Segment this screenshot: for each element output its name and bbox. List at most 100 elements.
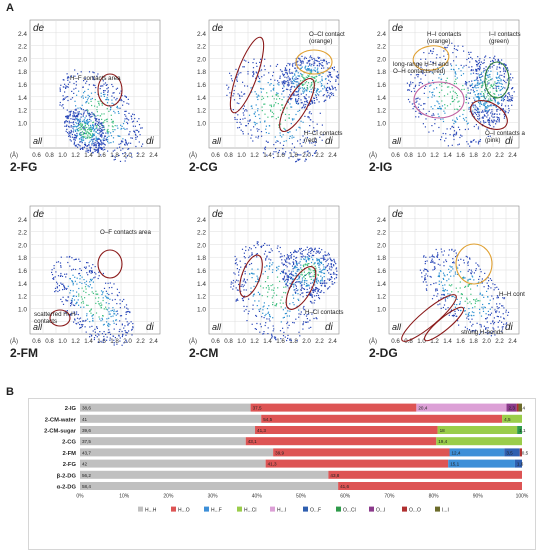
scatter-point bbox=[75, 258, 77, 260]
scatter-point bbox=[317, 274, 319, 276]
scatter-point bbox=[316, 129, 318, 132]
scatter-point bbox=[93, 79, 95, 81]
annotation-line: H–Cl contacts bbox=[305, 309, 344, 316]
scatter-point bbox=[450, 275, 452, 277]
scatter-point bbox=[77, 113, 79, 115]
scatter-point bbox=[478, 83, 480, 85]
scatter-point bbox=[108, 317, 110, 319]
x-tick-label: 1.2 bbox=[71, 152, 80, 159]
scatter-point bbox=[295, 76, 297, 78]
scatter-point bbox=[498, 59, 500, 61]
scatter-point bbox=[307, 272, 309, 275]
scatter-point bbox=[313, 251, 315, 253]
scatter-point bbox=[269, 251, 271, 253]
scatter-point bbox=[242, 299, 244, 301]
legend-label: O...I bbox=[376, 508, 385, 514]
scatter-point bbox=[59, 275, 62, 277]
scatter-point bbox=[256, 253, 258, 255]
scatter-point bbox=[114, 158, 116, 160]
scatter-point bbox=[306, 285, 308, 287]
scatter-point bbox=[424, 260, 426, 263]
y-tick-label: 2.0 bbox=[377, 242, 386, 249]
bar-segment bbox=[80, 482, 339, 490]
scatter-point bbox=[277, 116, 279, 118]
scatter-point bbox=[306, 285, 308, 287]
scatter-point bbox=[301, 253, 303, 255]
scatter-point bbox=[310, 65, 312, 67]
scatter-point bbox=[273, 328, 275, 330]
scatter-point bbox=[311, 256, 313, 258]
scatter-point bbox=[107, 297, 109, 299]
scatter-point bbox=[312, 87, 314, 89]
scatter-point bbox=[126, 128, 128, 130]
scatter-point bbox=[462, 277, 464, 279]
scatter-point bbox=[494, 113, 496, 115]
scatter-point bbox=[121, 100, 123, 102]
scatter-point bbox=[435, 248, 437, 251]
scatter-point bbox=[86, 126, 88, 129]
scatter-point bbox=[457, 259, 459, 261]
scatter-point bbox=[301, 287, 303, 289]
scatter-point bbox=[497, 85, 499, 87]
x-tick-label: 2.0 bbox=[123, 338, 132, 345]
scatter-point bbox=[431, 52, 433, 55]
scatter-point bbox=[283, 140, 285, 142]
scatter-point bbox=[481, 280, 483, 282]
scatter-point bbox=[272, 115, 274, 118]
x-tick-label: 2.0 bbox=[302, 338, 311, 345]
scatter-point bbox=[321, 278, 323, 280]
x-tick-label: 0.8 bbox=[45, 338, 54, 345]
scatter-point bbox=[319, 112, 321, 114]
scatter-point bbox=[313, 131, 316, 133]
scatter-point bbox=[245, 60, 247, 62]
scatter-point bbox=[84, 144, 87, 147]
scatter-point bbox=[495, 106, 497, 108]
scatter-point bbox=[127, 323, 129, 325]
scatter-point bbox=[113, 342, 115, 344]
scatter-point bbox=[102, 125, 104, 127]
scatter-point bbox=[482, 104, 484, 106]
x-tick-label: 2.2 bbox=[315, 338, 324, 345]
scatter-point bbox=[272, 325, 274, 327]
highlight-ellipse bbox=[413, 81, 465, 119]
scatter-point bbox=[288, 114, 290, 116]
scatter-point bbox=[270, 78, 272, 81]
scatter-point bbox=[280, 253, 282, 255]
scatter-point bbox=[320, 291, 322, 293]
scatter-point bbox=[77, 116, 79, 118]
scatter-point bbox=[282, 75, 285, 77]
scatter-point bbox=[487, 111, 489, 113]
scatter-point bbox=[494, 81, 496, 83]
scatter-point bbox=[477, 111, 479, 113]
scatter-point bbox=[508, 98, 510, 101]
scatter-point bbox=[57, 290, 59, 293]
scatter-point bbox=[277, 92, 279, 95]
scatter-point bbox=[330, 258, 332, 260]
scatter-point bbox=[108, 135, 110, 137]
scatter-point bbox=[313, 97, 316, 99]
scatter-point bbox=[468, 57, 470, 59]
scatter-point bbox=[289, 103, 291, 105]
scatter-point bbox=[494, 287, 496, 289]
scatter-point bbox=[108, 293, 110, 296]
scatter-point bbox=[443, 110, 445, 112]
highlight-ellipse bbox=[455, 243, 493, 285]
x-tick-label: 1.6 bbox=[97, 338, 106, 345]
scatter-point bbox=[243, 279, 245, 281]
x-tick-label: 1.4 bbox=[263, 152, 272, 159]
scatter-point bbox=[70, 75, 73, 77]
scatter-point bbox=[85, 291, 87, 294]
scatter-point bbox=[128, 119, 130, 121]
scatter-point bbox=[306, 89, 308, 91]
data-label: 41,6 bbox=[340, 484, 349, 489]
scatter-point bbox=[320, 275, 322, 277]
scatter-point bbox=[447, 53, 449, 55]
scatter-point bbox=[479, 308, 481, 310]
scatter-point bbox=[487, 314, 490, 316]
scatter-point bbox=[91, 135, 93, 137]
y-tick-label: 1.8 bbox=[197, 255, 206, 262]
scatter-point bbox=[277, 287, 279, 289]
scatter-point bbox=[311, 248, 313, 250]
scatter-point bbox=[470, 293, 472, 295]
scatter-point bbox=[493, 116, 496, 118]
